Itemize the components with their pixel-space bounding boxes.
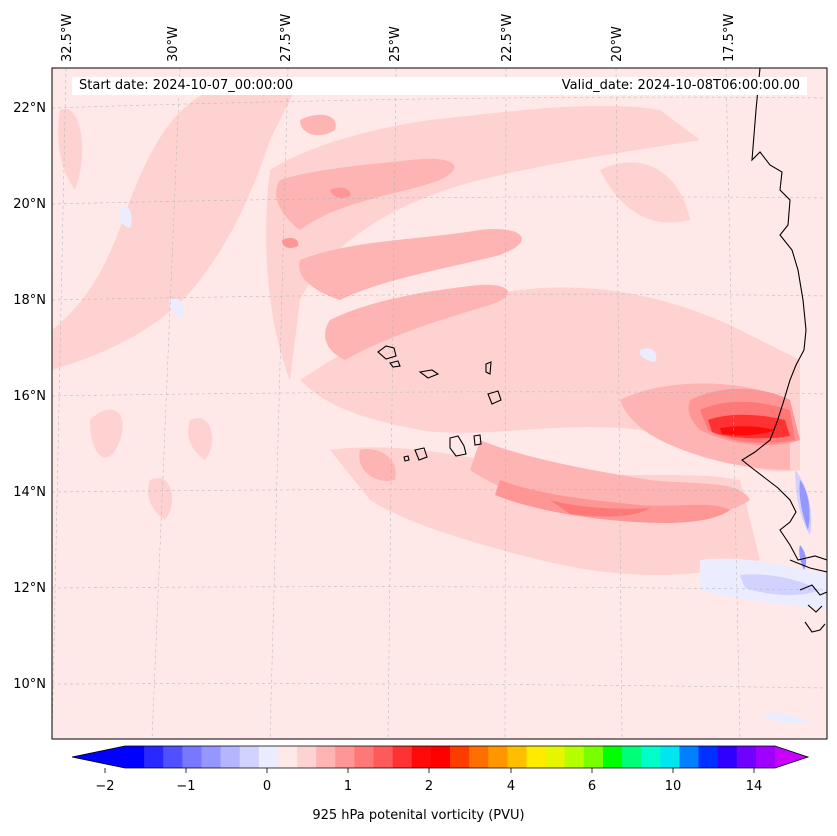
colorbar-cell: [201, 746, 221, 768]
colorbar-cell: [316, 746, 336, 768]
colorbar-label: 925 hPa potenital vorticity (PVU): [312, 808, 525, 823]
colorbar-cell: [373, 746, 394, 768]
lat-label: 16°N: [13, 389, 46, 404]
colorbar-cell: [622, 746, 642, 768]
colorbar-cell: [125, 746, 145, 768]
colorbar-cell: [602, 746, 623, 768]
lat-label: 22°N: [13, 101, 46, 116]
lat-label: 18°N: [13, 293, 46, 308]
island-fogo: [414, 447, 428, 461]
lon-label: 30°W: [166, 26, 181, 62]
map-frame: [51, 67, 828, 740]
lon-label: 32.5°W: [60, 14, 75, 62]
lat-label: 20°N: [13, 197, 46, 212]
colorbar-outline: [71, 745, 810, 769]
island-sao-nicolau: [418, 369, 440, 379]
lon-label: 25°W: [388, 26, 403, 62]
colorbar-cell: [545, 746, 566, 768]
coastline-islands: [377, 345, 502, 462]
latitude-labels: 22°N 20°N 18°N 16°N 14°N 12°N 10°N: [13, 101, 46, 692]
colorbar-cell: [392, 746, 413, 768]
island-sao-vicente: [389, 360, 401, 368]
colorbar-cell: [583, 746, 604, 768]
colorbar-tick-label: −2: [95, 779, 114, 794]
colorbar-cell: [507, 746, 527, 768]
colorbar-tick-label: 1: [344, 779, 352, 794]
colorbar-cell: [239, 746, 260, 768]
lat-label: 10°N: [13, 677, 46, 692]
colorbar-cell: [564, 746, 585, 768]
colorbar-tick-label: −1: [176, 779, 195, 794]
colorbar-cell: [526, 746, 546, 768]
colorbar-cell: [469, 746, 489, 768]
colorbar-tick-label: 10: [665, 779, 682, 794]
colorbar-cell: [411, 746, 432, 768]
colorbar-tick-label: 0: [263, 779, 271, 794]
colorbar-cell: [698, 746, 719, 768]
colorbar-tick-label: 2: [425, 779, 433, 794]
graticule: [52, 68, 827, 739]
colorbar-cell: [277, 746, 298, 768]
lon-label: 17.5°W: [722, 14, 737, 62]
colorbar-cell: [641, 746, 661, 768]
colorbar-cell: [258, 746, 279, 768]
island-sal: [485, 361, 492, 375]
island-brava: [403, 455, 410, 462]
colorbar-ticks: −2 −1 0 1 2 4 6 10 14: [95, 768, 762, 794]
colorbar-cell: [679, 746, 699, 768]
colorbar-tick-label: 6: [588, 779, 596, 794]
colorbar-cell: [144, 746, 164, 768]
colorbar-cell: [488, 746, 508, 768]
colorbar-cell: [297, 746, 317, 768]
island-santo-antao: [377, 345, 397, 360]
colorbar-cell: [717, 746, 738, 768]
longitude-labels: 32.5°W 30°W 27.5°W 25°W 22.5°W 20°W 17.5…: [60, 14, 737, 62]
colorbar-cell: [163, 746, 183, 768]
pv-field: [52, 68, 827, 739]
pv-negative-strong: [799, 480, 810, 570]
colorbar-tick-label: 4: [507, 779, 515, 794]
colorbar-cell: [450, 746, 470, 768]
lon-label: 22.5°W: [500, 14, 515, 62]
valid-date-label: Valid_date: 2024-10-08T06:00:00.00: [492, 77, 807, 95]
colorbar-extend-under: [72, 746, 125, 768]
colorbar-cell: [182, 746, 202, 768]
colorbar-cell: [430, 746, 451, 768]
lat-label: 12°N: [13, 581, 46, 596]
colorbar-extend-over: [775, 746, 808, 768]
colorbar-cell: [220, 746, 241, 768]
colorbar-cell: [660, 746, 680, 768]
island-boa-vista: [487, 390, 502, 405]
colorbar-cell: [736, 746, 757, 768]
lat-label: 14°N: [13, 485, 46, 500]
colorbar: −2 −1 0 1 2 4 6 10 14: [71, 745, 810, 794]
start-date-label: Start date: 2024-10-07_00:00:00: [72, 77, 499, 95]
island-santiago: [449, 435, 467, 457]
island-maio: [473, 434, 482, 446]
lon-label: 20°W: [610, 26, 625, 62]
coastline-africa: [741, 68, 827, 633]
colorbar-cells: [125, 746, 776, 768]
colorbar-cell: [755, 746, 776, 768]
colorbar-cell: [354, 746, 374, 768]
colorbar-tick-label: 14: [746, 779, 763, 794]
colorbar-cell: [335, 746, 355, 768]
lon-label: 27.5°W: [279, 14, 294, 62]
